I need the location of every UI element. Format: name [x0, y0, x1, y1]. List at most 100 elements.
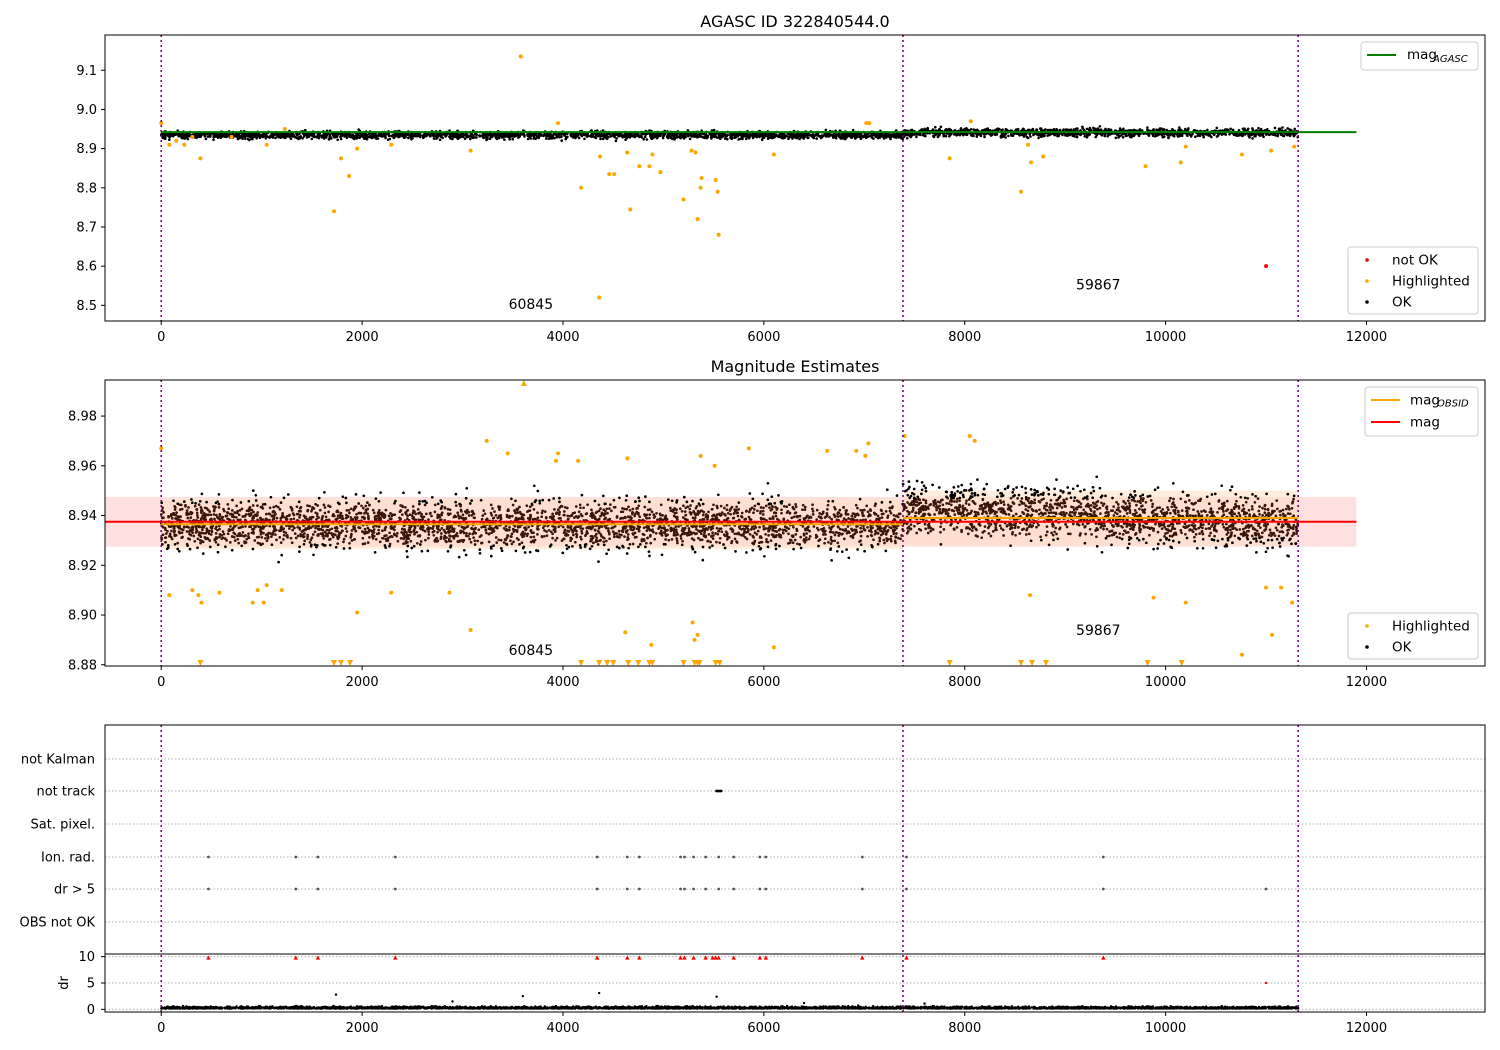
- ok-point: [180, 531, 184, 535]
- ok-point: [701, 545, 705, 549]
- ok-point: [695, 528, 698, 531]
- ok-point: [311, 533, 315, 536]
- ok-point: [1273, 126, 1277, 130]
- ok-point: [288, 133, 291, 136]
- ok-point: [414, 512, 418, 516]
- ok-point: [341, 133, 344, 136]
- ok-point: [375, 137, 378, 140]
- ok-point: [730, 137, 734, 141]
- ok-point: [218, 513, 222, 516]
- ok-point: [599, 134, 603, 138]
- ok-point: [704, 513, 708, 516]
- ok-point: [853, 515, 857, 518]
- highlighted-point: [681, 197, 686, 202]
- ok-point: [474, 132, 477, 136]
- highlighted-point: [698, 185, 703, 190]
- ok-point: [780, 135, 784, 139]
- ok-point: [845, 133, 849, 137]
- ok-point: [704, 135, 707, 138]
- ok-point: [1121, 136, 1125, 139]
- ok-point: [932, 135, 936, 139]
- ok-point: [1055, 128, 1058, 131]
- ok-point: [666, 498, 670, 501]
- ok-point: [225, 134, 228, 138]
- ok-point: [419, 135, 422, 139]
- ok-point: [237, 541, 241, 545]
- ok-point: [379, 491, 382, 494]
- ok-point: [229, 525, 232, 528]
- ok-point: [436, 530, 439, 534]
- ok-point: [897, 136, 901, 139]
- ok-point: [1246, 128, 1249, 132]
- ok-point: [190, 498, 193, 501]
- ok-point: [599, 538, 602, 542]
- ok-point: [383, 544, 387, 547]
- ok-point: [667, 132, 670, 136]
- ok-point: [199, 506, 203, 509]
- ok-point: [564, 137, 567, 141]
- ok-point: [485, 133, 489, 137]
- ok-point: [451, 137, 454, 141]
- ok-point: [213, 507, 216, 511]
- ok-point: [276, 132, 279, 136]
- ok-point: [418, 502, 421, 506]
- ok-point: [608, 132, 611, 136]
- ok-point: [1117, 136, 1120, 139]
- ok-point: [603, 132, 606, 136]
- ok-point: [430, 495, 434, 499]
- ok-point: [1228, 133, 1231, 136]
- ok-point: [831, 499, 835, 503]
- ok-point: [690, 135, 694, 138]
- ok-point: [878, 537, 882, 540]
- ok-point: [767, 133, 771, 136]
- ok-point: [837, 511, 841, 515]
- ok-point: [164, 137, 167, 141]
- ok-point: [734, 133, 737, 136]
- ok-point: [298, 550, 301, 553]
- ok-point: [637, 496, 641, 500]
- ok-point: [360, 504, 363, 508]
- ok-point: [573, 135, 576, 139]
- ok-point: [572, 529, 576, 533]
- ok-point: [661, 136, 665, 140]
- ok-point: [952, 133, 956, 136]
- ok-point: [872, 137, 875, 140]
- highlighted-point: [699, 176, 704, 180]
- ok-point: [710, 507, 714, 511]
- ok-point: [934, 125, 937, 129]
- ok-point: [801, 525, 805, 528]
- ok-point: [679, 136, 682, 139]
- ok-point: [458, 502, 461, 506]
- ok-point: [321, 528, 325, 532]
- ok-point: [1265, 133, 1268, 136]
- ok-point: [425, 133, 428, 137]
- ok-point: [478, 134, 481, 137]
- ok-point: [323, 511, 327, 515]
- ok-point: [638, 515, 642, 519]
- ok-point: [630, 134, 633, 137]
- ok-point: [475, 136, 478, 139]
- ok-point: [464, 553, 468, 557]
- ok-point: [693, 550, 697, 554]
- ok-point: [303, 133, 307, 136]
- ok-point: [788, 511, 792, 515]
- ok-point: [212, 138, 215, 141]
- ok-point: [186, 135, 189, 139]
- ok-point: [509, 134, 512, 137]
- ok-point: [418, 491, 421, 494]
- ok-point: [794, 533, 798, 536]
- ok-point: [1188, 133, 1192, 136]
- ok-point: [377, 134, 380, 137]
- ok-point: [1229, 127, 1232, 131]
- ok-point: [336, 542, 340, 545]
- ok-point: [707, 525, 711, 529]
- ok-point: [288, 527, 291, 530]
- highlighted-point: [968, 119, 973, 124]
- ok-point: [227, 529, 231, 533]
- ok-point: [459, 504, 462, 508]
- ok-point: [601, 494, 605, 498]
- highlighted-point: [947, 156, 952, 161]
- ok-point: [820, 134, 824, 137]
- ok-point: [944, 134, 948, 138]
- ok-point: [381, 134, 385, 138]
